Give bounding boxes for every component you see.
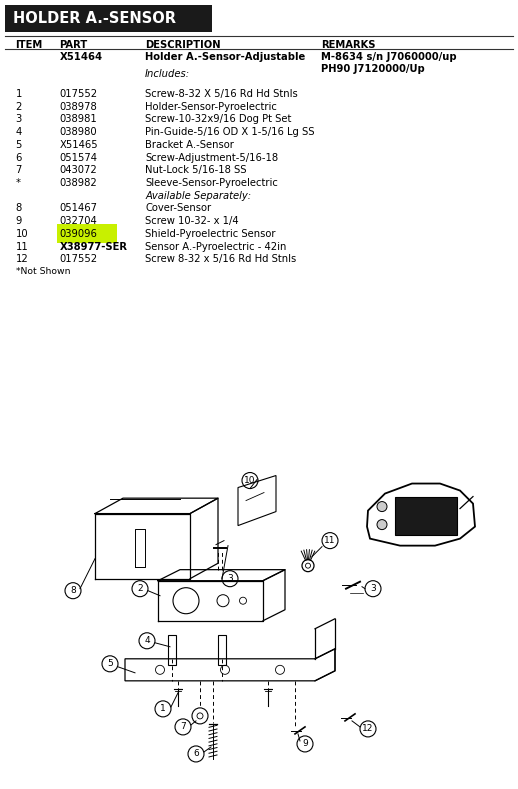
Text: HOLDER A.-SENSOR: HOLDER A.-SENSOR: [13, 11, 176, 26]
Text: *Not Shown: *Not Shown: [16, 267, 70, 276]
Text: PART: PART: [60, 40, 88, 50]
Text: 12: 12: [362, 724, 373, 734]
Text: 3: 3: [370, 584, 376, 593]
Text: 7: 7: [16, 166, 22, 175]
Text: 6: 6: [193, 750, 199, 758]
Text: 4: 4: [144, 636, 150, 645]
Text: Screw 8-32 x 5/16 Rd Hd Stnls: Screw 8-32 x 5/16 Rd Hd Stnls: [145, 254, 296, 264]
Text: 10: 10: [16, 229, 28, 239]
Text: 12: 12: [16, 254, 28, 264]
Text: 8: 8: [16, 204, 22, 214]
Text: X51464: X51464: [60, 52, 103, 62]
Text: 11: 11: [324, 536, 336, 545]
Text: X38977-SER: X38977-SER: [60, 241, 127, 252]
Text: 4: 4: [16, 127, 22, 137]
Text: 039096: 039096: [60, 229, 97, 239]
Text: Shield-Pyroelectric Sensor: Shield-Pyroelectric Sensor: [145, 229, 276, 239]
Text: DESCRIPTION: DESCRIPTION: [145, 40, 221, 50]
Text: ITEM: ITEM: [16, 40, 43, 50]
Text: 2: 2: [137, 584, 143, 593]
Text: Screw-10-32x9/16 Dog Pt Set: Screw-10-32x9/16 Dog Pt Set: [145, 114, 292, 125]
Bar: [395, 496, 457, 535]
Text: Includes:: Includes:: [145, 69, 190, 80]
Text: 038980: 038980: [60, 127, 97, 137]
Text: 7: 7: [180, 723, 186, 731]
Text: Available Separately:: Available Separately:: [145, 191, 251, 200]
Text: Sensor A.-Pyroelectric - 42in: Sensor A.-Pyroelectric - 42in: [145, 241, 286, 252]
Circle shape: [377, 502, 387, 511]
Text: 038978: 038978: [60, 102, 97, 112]
Text: *: *: [16, 178, 21, 188]
Text: Screw-8-32 X 5/16 Rd Hd Stnls: Screw-8-32 X 5/16 Rd Hd Stnls: [145, 89, 298, 99]
Text: Holder-Sensor-Pyroelectric: Holder-Sensor-Pyroelectric: [145, 102, 277, 112]
FancyBboxPatch shape: [57, 223, 117, 243]
Text: 6: 6: [16, 152, 22, 163]
Bar: [168, 635, 176, 665]
Text: 051574: 051574: [60, 152, 97, 163]
Text: 017552: 017552: [60, 89, 98, 99]
Text: 9: 9: [302, 739, 308, 749]
Text: 032704: 032704: [60, 216, 97, 226]
Text: 043072: 043072: [60, 166, 97, 175]
Text: 3: 3: [227, 574, 233, 583]
Text: Screw-Adjustment-5/16-18: Screw-Adjustment-5/16-18: [145, 152, 278, 163]
Text: 1: 1: [16, 89, 22, 99]
Text: X51465: X51465: [60, 140, 98, 150]
Text: 2: 2: [16, 102, 22, 112]
Text: Sleeve-Sensor-Pyroelectric: Sleeve-Sensor-Pyroelectric: [145, 178, 278, 188]
Text: 5: 5: [16, 140, 22, 150]
Text: 11: 11: [16, 241, 28, 252]
Bar: [218, 635, 226, 665]
Circle shape: [377, 520, 387, 529]
Text: Screw 10-32- x 1/4: Screw 10-32- x 1/4: [145, 216, 239, 226]
Text: 3: 3: [16, 114, 22, 125]
Text: REMARKS: REMARKS: [321, 40, 376, 50]
Text: Nut-Lock 5/16-18 SS: Nut-Lock 5/16-18 SS: [145, 166, 247, 175]
Text: Bracket A.-Sensor: Bracket A.-Sensor: [145, 140, 234, 150]
Text: 1: 1: [160, 705, 166, 713]
Text: Cover-Sensor: Cover-Sensor: [145, 204, 211, 214]
Text: M-8634 s/n J7060000/up
PH90 J7120000/Up: M-8634 s/n J7060000/up PH90 J7120000/Up: [321, 52, 457, 74]
Text: Holder A.-Sensor-Adjustable: Holder A.-Sensor-Adjustable: [145, 52, 305, 62]
Text: 051467: 051467: [60, 204, 97, 214]
Text: Pin-Guide-5/16 OD X 1-5/16 Lg SS: Pin-Guide-5/16 OD X 1-5/16 Lg SS: [145, 127, 314, 137]
Text: 10: 10: [244, 476, 256, 485]
Text: 9: 9: [16, 216, 22, 226]
FancyBboxPatch shape: [5, 5, 212, 32]
Text: 8: 8: [70, 586, 76, 595]
Text: 038982: 038982: [60, 178, 97, 188]
Text: 5: 5: [107, 660, 113, 668]
Text: 017552: 017552: [60, 254, 98, 264]
Text: 038981: 038981: [60, 114, 97, 125]
